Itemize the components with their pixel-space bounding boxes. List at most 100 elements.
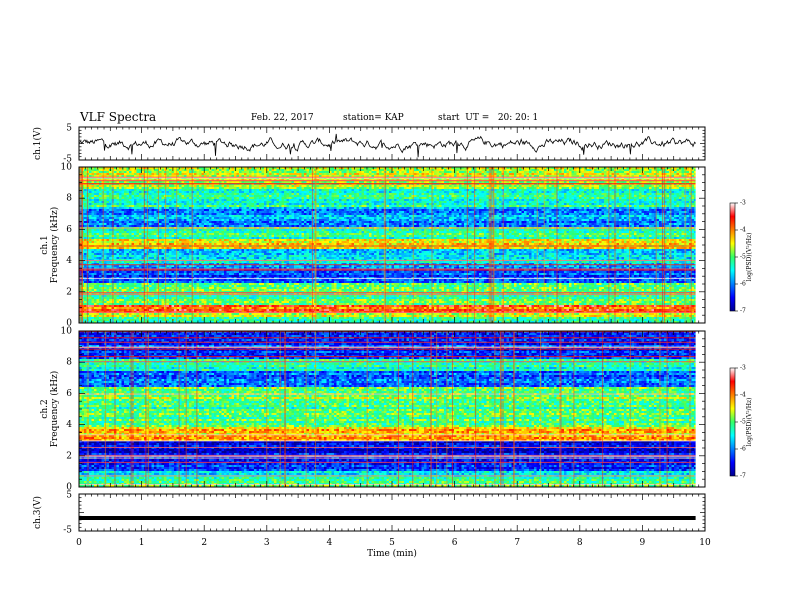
spectrogram-cell — [486, 201, 490, 204]
spectrogram-cell — [149, 175, 152, 178]
spectrogram-cell — [476, 189, 480, 192]
spectrogram-cell — [509, 199, 512, 202]
spectrogram-cell — [469, 187, 472, 190]
spectrogram-cell — [106, 199, 110, 202]
spectrogram-cell — [279, 197, 282, 200]
spectrogram-cell — [554, 197, 557, 200]
spectrogram-cell — [569, 175, 572, 178]
spectrogram-cell — [141, 169, 145, 172]
spectrogram-cell — [231, 191, 235, 194]
spectrogram-cell — [589, 191, 592, 194]
spectrogram-cell — [176, 197, 180, 200]
spectrogram-cell — [316, 181, 320, 184]
spectrogram-cell — [439, 167, 442, 170]
spectrogram-cell — [641, 193, 645, 196]
spectrogram-cell — [616, 199, 620, 202]
spectrogram-cell — [139, 191, 142, 194]
spectrogram-cell — [194, 205, 197, 208]
spectrogram-cell — [286, 171, 290, 174]
spectrogram-cell — [334, 191, 337, 194]
spectrogram-cell — [656, 181, 660, 184]
spectrogram-cell — [356, 167, 360, 170]
spectrogram-cell — [349, 193, 352, 196]
spectrogram-cell — [591, 195, 595, 198]
spectrogram-cell — [656, 167, 660, 170]
spectrogram-cell — [549, 169, 552, 172]
spectrogram-cell — [361, 169, 365, 172]
spectrogram-cell — [214, 171, 217, 174]
spectrogram-cell — [199, 185, 202, 188]
spectrogram-cell — [319, 199, 322, 202]
spectrogram-cell — [284, 175, 287, 178]
spectrogram-cell — [209, 199, 212, 202]
spectrogram-cell — [99, 199, 102, 202]
spectrogram-cell — [319, 175, 322, 178]
spectrogram-cell — [546, 191, 550, 194]
spectrogram-cell — [346, 195, 350, 198]
spectrogram-cell — [226, 173, 230, 176]
spectrogram-cell — [204, 191, 207, 194]
spectrogram-cell — [394, 199, 397, 202]
spectrogram-cell — [556, 195, 560, 198]
spectrogram-cell — [369, 205, 372, 208]
spectrogram-cell — [91, 201, 95, 204]
spectrogram-cell — [611, 205, 615, 208]
spectrogram-cell — [444, 193, 447, 196]
spectrogram-cell — [186, 189, 190, 192]
spectrogram-cell — [194, 167, 197, 170]
spectrogram-cell — [214, 203, 217, 206]
spectrogram-cell — [646, 171, 650, 174]
spectrogram-cell — [279, 181, 282, 184]
spectrogram-cell — [174, 173, 177, 176]
spectrogram-cell — [114, 199, 117, 202]
spectrogram-cell — [274, 173, 277, 176]
spectrogram-cell — [89, 193, 92, 196]
spectrogram-cell — [486, 169, 490, 172]
spectrogram-cell — [151, 181, 155, 184]
spectrogram-cell — [231, 185, 235, 188]
spectrogram-cell — [329, 173, 332, 176]
spectrogram-cell — [494, 195, 497, 198]
spectrogram-cell — [379, 201, 382, 204]
spectrogram-cell — [226, 187, 230, 190]
spectrogram-cell — [534, 173, 537, 176]
spectrogram-cell — [324, 169, 327, 172]
spectrogram-cell — [241, 195, 245, 198]
spectrogram-cell — [299, 201, 302, 204]
spectrogram-cell — [414, 185, 417, 188]
spectrogram-cell — [496, 175, 500, 178]
spectrogram-cell — [559, 199, 562, 202]
spectrogram-cell — [116, 181, 120, 184]
spectrogram-cell — [94, 207, 97, 210]
spectrogram-cell — [666, 169, 670, 172]
spectrogram-cell — [219, 205, 222, 208]
spectrogram-cell — [536, 203, 540, 206]
spectrogram-cell — [306, 175, 310, 178]
spectrogram-cell — [176, 193, 180, 196]
spectrogram-cell — [274, 167, 277, 170]
spectrogram-cell — [634, 199, 637, 202]
spectrogram-cell — [631, 171, 635, 174]
spectrogram-cell — [681, 169, 685, 172]
spectrogram-cell — [129, 175, 132, 178]
spectrogram-cell — [159, 181, 162, 184]
spectrogram-cell — [186, 171, 190, 174]
spectrogram-cell — [531, 167, 535, 170]
spectrogram-cell — [241, 167, 245, 170]
spectrogram-cell — [434, 173, 437, 176]
spectrogram-cell — [506, 191, 510, 194]
spectrogram-cell — [356, 185, 360, 188]
spectrogram-cell — [474, 205, 477, 208]
spectrogram-cell — [196, 195, 200, 198]
spectrogram-cell — [459, 191, 462, 194]
spectrogram-cell — [414, 181, 417, 184]
spectrogram-cell — [659, 191, 662, 194]
spectrogram-cell — [256, 171, 260, 174]
spectrogram-cell — [586, 201, 590, 204]
spectrogram-cell — [496, 187, 500, 190]
spectrogram-cell — [84, 203, 87, 206]
spectrogram-cell — [234, 195, 237, 198]
spectrogram-cell — [266, 197, 270, 200]
spectrogram-cell — [534, 201, 537, 204]
spectrogram-cell — [369, 195, 372, 198]
